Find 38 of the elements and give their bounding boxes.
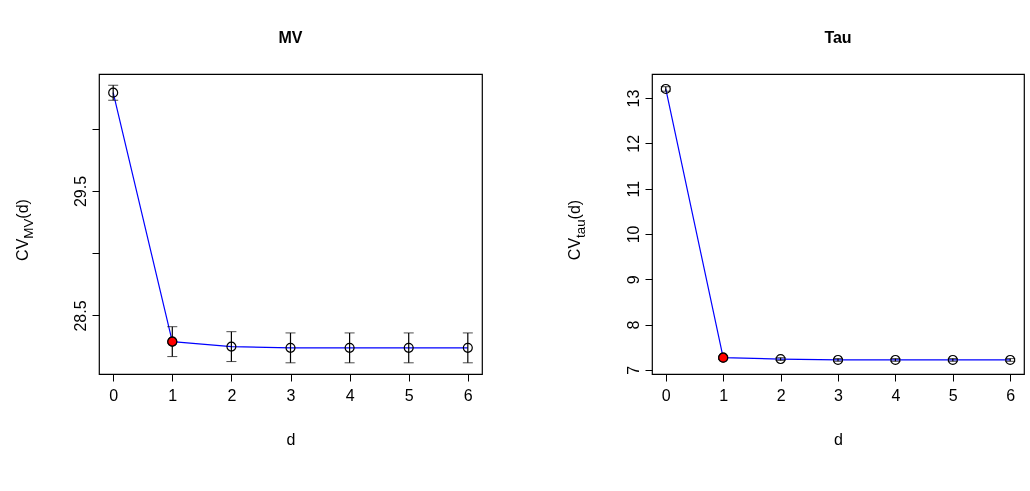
- y-tick-label: 13: [624, 89, 642, 108]
- chart-title: MV: [278, 29, 303, 46]
- y-tick-label: 11: [624, 180, 642, 198]
- x-tick-label: 2: [227, 386, 237, 404]
- point: [890, 354, 901, 366]
- y-tick-label: 7: [624, 365, 642, 375]
- x-tick-label: 2: [776, 386, 786, 404]
- x-tick-label: 4: [891, 386, 901, 404]
- x-tick-label: 4: [345, 386, 355, 404]
- x-tick-label: 0: [661, 386, 671, 404]
- point: [462, 342, 473, 353]
- x-tick-label: 5: [948, 386, 958, 404]
- y-tick-label: 10: [624, 225, 642, 244]
- y-tick-label: 9: [624, 275, 642, 285]
- x-tick-label: 6: [1006, 386, 1016, 404]
- x-tick-label: 1: [719, 386, 729, 404]
- x-tick-label: 3: [286, 386, 296, 404]
- point: [403, 342, 414, 353]
- point: [1005, 354, 1016, 366]
- x-tick-label: 0: [109, 386, 119, 404]
- point: [832, 354, 844, 366]
- line-series: [112, 92, 469, 349]
- y-tick-label: 29.5: [71, 175, 89, 208]
- x-tick-label: 5: [404, 386, 414, 404]
- point: [285, 342, 296, 353]
- chart-title: Tau: [824, 29, 852, 46]
- x-tick-label: 1: [168, 386, 178, 404]
- point: [344, 342, 355, 353]
- x-axis-title: d: [834, 430, 843, 448]
- x-tick-label: 3: [834, 386, 844, 404]
- x-axis-title: d: [286, 430, 296, 448]
- point: [775, 353, 786, 365]
- y-tick-label: 12: [624, 134, 642, 153]
- point: [226, 341, 237, 352]
- y-tick-label: 8: [624, 320, 642, 330]
- x-tick-label: 6: [463, 386, 473, 404]
- y-tick-label: 28.5: [71, 300, 89, 332]
- point: [947, 354, 958, 366]
